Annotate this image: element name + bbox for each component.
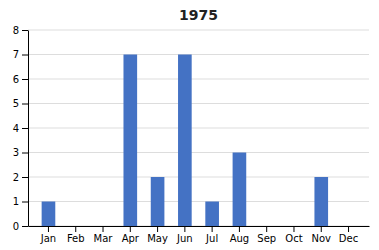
- y-tick: 1: [13, 196, 28, 207]
- y-tick-mark: [22, 104, 28, 105]
- x-tick: Apr: [122, 226, 140, 244]
- grid-line: [28, 103, 369, 104]
- bars: [42, 55, 328, 227]
- x-tick-label: Feb: [67, 233, 85, 244]
- y-tick: 8: [13, 25, 28, 36]
- y-tick-label: 8: [13, 25, 19, 36]
- y-tick-label: 2: [13, 172, 19, 183]
- x-tick-label: Aug: [230, 233, 250, 244]
- x-tick-mark: [103, 226, 104, 232]
- bar: [287, 226, 301, 227]
- y-tick-label: 0: [13, 221, 19, 232]
- y-tick: 3: [13, 147, 28, 158]
- grid-line: [28, 128, 369, 129]
- x-tick-mark: [321, 226, 322, 232]
- y-tick: 5: [13, 98, 28, 109]
- bar: [151, 177, 165, 226]
- x-tick-label: Nov: [311, 233, 331, 244]
- x-tick: Aug: [230, 226, 250, 244]
- bar: [260, 226, 274, 227]
- x-tick-mark: [293, 226, 294, 232]
- y-tick-mark: [22, 128, 28, 129]
- x-tick: Mar: [94, 226, 114, 244]
- x-tick: Jan: [40, 226, 56, 244]
- x-tick-mark: [48, 226, 49, 232]
- grid-line: [28, 79, 369, 80]
- chart-title: 1975: [179, 7, 218, 23]
- bar: [233, 153, 247, 227]
- bar: [69, 226, 83, 227]
- y-tick: 6: [13, 74, 28, 85]
- y-axis-line: [28, 31, 29, 227]
- y-tick-mark: [22, 202, 28, 203]
- y-tick-mark: [22, 30, 28, 31]
- grid-line: [28, 30, 369, 31]
- y-tick-mark: [22, 177, 28, 178]
- bar: [178, 55, 192, 227]
- bar: [42, 202, 56, 227]
- x-tick-mark: [130, 226, 131, 232]
- plot-area: Jan Feb Mar Apr May Jun Jul Aug Sep Oct Nov Dec 0 1 2 3…: [13, 25, 370, 244]
- y-tick-mark: [22, 153, 28, 154]
- x-tick-mark: [239, 226, 240, 232]
- chart-container: 1975 Jan Feb Mar Apr May Jun Jul Aug Sep Oct Nov Dec…: [0, 0, 379, 250]
- y-tick-label: 3: [13, 147, 19, 158]
- y-tick-label: 7: [13, 49, 19, 60]
- bar: [96, 226, 110, 227]
- y-tick-mark: [22, 55, 28, 56]
- y-tick-mark: [22, 226, 28, 227]
- x-tick: May: [147, 226, 168, 244]
- x-tick-mark: [266, 226, 267, 232]
- x-tick-label: Dec: [339, 233, 358, 244]
- bar: [314, 177, 328, 226]
- chart-svg: 1975 Jan Feb Mar Apr May Jun Jul Aug Sep Oct Nov Dec…: [0, 0, 379, 250]
- y-tick: 7: [13, 49, 28, 60]
- x-tick-mark: [348, 226, 349, 232]
- y-tick-label: 6: [13, 74, 19, 85]
- x-tick: Nov: [311, 226, 331, 244]
- x-axis-line: [29, 226, 370, 227]
- x-tick-mark: [184, 226, 185, 232]
- y-tick-label: 4: [13, 123, 19, 134]
- y-tick-label: 1: [13, 196, 19, 207]
- x-tick-label: Apr: [122, 233, 140, 244]
- x-tick: Feb: [67, 226, 85, 244]
- x-tick: Jun: [176, 226, 193, 244]
- y-tick: 0: [13, 221, 28, 232]
- bar: [123, 55, 137, 227]
- y-tick: 4: [13, 123, 28, 134]
- x-tick-label: Jun: [176, 233, 193, 244]
- x-tick-label: Sep: [257, 233, 276, 244]
- x-axis: Jan Feb Mar Apr May Jun Jul Aug Sep Oct Nov Dec: [29, 226, 370, 244]
- x-tick: Dec: [339, 226, 358, 244]
- y-axis: 0 1 2 3 4 5 6 7 8: [13, 25, 29, 232]
- grid-line: [28, 152, 369, 153]
- y-tick-mark: [22, 79, 28, 80]
- x-tick-label: May: [147, 233, 168, 244]
- x-tick-mark: [212, 226, 213, 232]
- x-tick-label: Mar: [94, 233, 114, 244]
- x-tick: Oct: [285, 226, 302, 244]
- y-tick-label: 5: [13, 98, 19, 109]
- x-tick-mark: [75, 226, 76, 232]
- x-tick: Sep: [257, 226, 276, 244]
- y-tick: 2: [13, 172, 28, 183]
- x-tick-mark: [157, 226, 158, 232]
- x-tick-label: Jan: [40, 233, 56, 244]
- x-tick-label: Jul: [205, 233, 218, 244]
- grid-line: [28, 54, 369, 55]
- x-tick-label: Oct: [285, 233, 302, 244]
- bar: [342, 226, 356, 227]
- bar: [205, 202, 219, 227]
- x-tick: Jul: [205, 226, 218, 244]
- grid: [28, 30, 369, 226]
